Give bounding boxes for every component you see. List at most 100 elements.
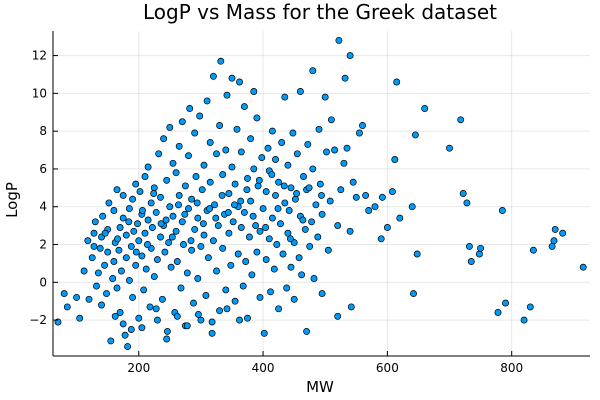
data-point: [413, 250, 421, 258]
data-point: [494, 309, 502, 316]
data-point: [172, 169, 180, 177]
data-point: [349, 178, 357, 186]
data-point: [104, 248, 112, 256]
data-point: [224, 208, 232, 216]
data-point: [289, 129, 297, 137]
data-point: [147, 199, 155, 207]
data-point: [160, 135, 168, 143]
data-point: [254, 182, 262, 190]
data-point: [141, 173, 149, 180]
data-point: [285, 207, 293, 214]
data-point: [299, 216, 307, 224]
data-point: [121, 331, 129, 339]
data-point: [231, 201, 238, 209]
data-point: [244, 174, 251, 182]
data-point: [475, 250, 483, 258]
data-point: [314, 233, 322, 241]
ticks: 200 400 600 800 −2 0 2 4 6 8 10 12: [29, 49, 523, 375]
data-point: [287, 263, 295, 271]
data-point: [91, 218, 99, 226]
data-point: [477, 244, 485, 252]
y-tick-label: 2: [39, 238, 47, 252]
data-point: [304, 140, 312, 148]
data-point: [216, 307, 224, 315]
data-point: [278, 139, 286, 146]
data-point: [268, 214, 276, 222]
data-point: [203, 97, 211, 105]
data-point: [119, 214, 127, 222]
data-point: [134, 220, 141, 228]
data-point: [248, 271, 256, 279]
data-point: [250, 165, 258, 173]
data-point: [157, 220, 165, 228]
data-point: [122, 231, 130, 239]
data-point: [293, 150, 301, 158]
data-point: [192, 173, 200, 180]
data-point: [114, 235, 122, 243]
data-point: [187, 237, 195, 245]
data-point: [155, 150, 163, 158]
data-point: [335, 36, 343, 44]
data-point: [153, 256, 161, 264]
data-point: [178, 118, 186, 126]
data-point: [148, 224, 156, 231]
data-point: [119, 191, 127, 199]
data-point: [256, 227, 264, 235]
data-point: [410, 290, 417, 298]
data-point: [185, 205, 192, 213]
data-point: [180, 241, 187, 248]
data-point: [90, 229, 98, 237]
data-point: [116, 309, 124, 316]
data-point: [217, 57, 225, 65]
x-axis-label: MW: [306, 378, 334, 396]
data-point: [301, 225, 309, 233]
data-point: [262, 256, 270, 264]
data-point: [383, 224, 391, 231]
data-point: [111, 312, 119, 320]
data-point: [76, 314, 84, 322]
data-point: [559, 229, 567, 237]
data-point: [272, 191, 279, 199]
data-point: [377, 235, 385, 243]
data-point: [163, 335, 171, 343]
data-point: [152, 208, 160, 216]
data-point: [216, 122, 224, 129]
data-point: [181, 182, 189, 190]
data-point: [107, 337, 115, 345]
data-point: [113, 284, 121, 292]
data-point: [144, 241, 151, 248]
data-point: [260, 329, 268, 337]
data-point: [173, 312, 181, 320]
data-point: [293, 190, 301, 197]
data-point: [324, 246, 332, 254]
data-point: [129, 293, 137, 301]
data-point: [312, 201, 320, 209]
data-point: [119, 320, 127, 328]
data-point: [197, 242, 205, 250]
data-point: [218, 191, 226, 199]
data-point: [125, 218, 133, 226]
data-point: [165, 239, 173, 247]
data-point: [139, 207, 146, 214]
data-point: [233, 125, 241, 133]
data-point: [204, 254, 212, 262]
data-point: [236, 78, 243, 86]
data-point: [196, 112, 204, 120]
data-point: [144, 216, 152, 224]
y-tick-label: 0: [39, 275, 47, 289]
data-point: [309, 67, 317, 75]
data-point: [206, 178, 214, 186]
data-point: [125, 276, 133, 284]
data-point: [130, 227, 138, 235]
data-point: [141, 229, 149, 237]
data-point: [222, 146, 230, 154]
data-point: [548, 242, 556, 250]
y-tick-label: 10: [32, 86, 47, 100]
data-point: [326, 197, 334, 205]
data-point: [150, 273, 158, 281]
data-point: [177, 284, 185, 292]
data-point: [255, 176, 263, 184]
y-tick-label: 12: [32, 49, 47, 63]
data-point: [167, 263, 175, 271]
data-point: [249, 212, 257, 220]
